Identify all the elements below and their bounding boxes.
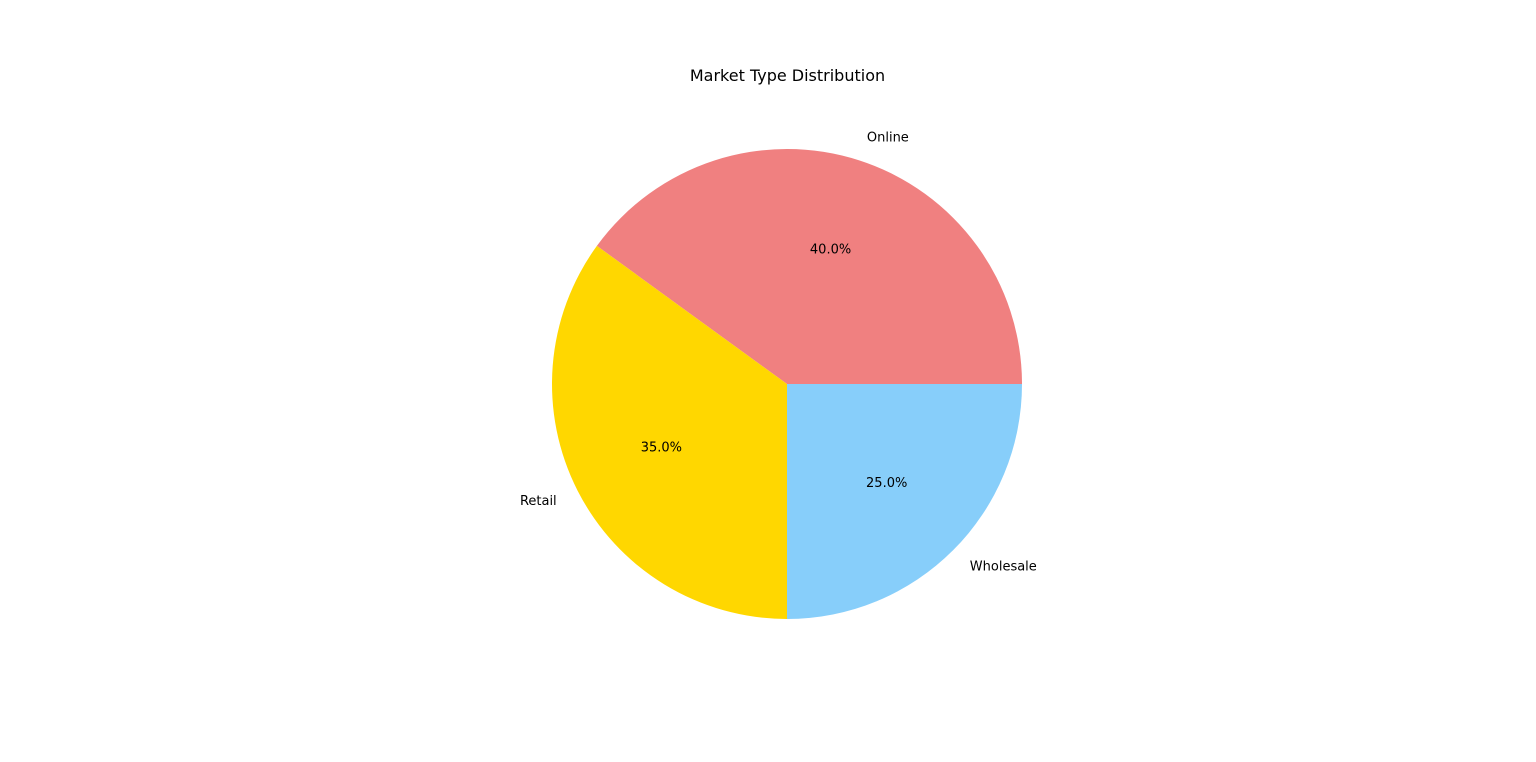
pie-labels: Online 40.0% Retail 35.0% Wholesale 25.0% bbox=[520, 131, 1037, 575]
pie-slices bbox=[552, 148, 1022, 619]
slice-label-online: Online bbox=[867, 131, 909, 146]
slice-percent-wholesale: 25.0% bbox=[866, 476, 907, 491]
slice-label-wholesale: Wholesale bbox=[970, 559, 1037, 574]
slice-percent-online: 40.0% bbox=[810, 242, 851, 257]
pie-slice-wholesale bbox=[787, 384, 1022, 619]
pie-slice-retail bbox=[552, 245, 787, 619]
slice-percent-retail: 35.0% bbox=[641, 441, 682, 456]
chart-title: Market Type Distribution bbox=[689, 66, 886, 85]
pie-slice-online bbox=[596, 148, 1022, 384]
slice-label-retail: Retail bbox=[520, 494, 557, 509]
